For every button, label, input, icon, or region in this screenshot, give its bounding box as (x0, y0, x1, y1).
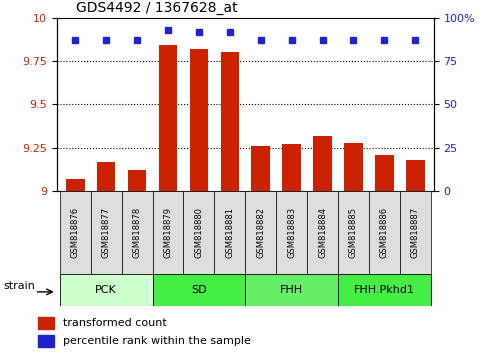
Bar (128, 170, 146, 191)
Bar (251, 146, 270, 191)
Text: GDS4492 / 1367628_at: GDS4492 / 1367628_at (75, 1, 237, 15)
FancyBboxPatch shape (307, 191, 338, 274)
Text: GSM818882: GSM818882 (256, 207, 265, 258)
FancyBboxPatch shape (369, 191, 400, 274)
Text: GSM818883: GSM818883 (287, 207, 296, 258)
FancyBboxPatch shape (400, 191, 431, 274)
Text: FHH: FHH (280, 285, 303, 295)
Bar (159, 45, 177, 191)
Text: GSM818878: GSM818878 (133, 207, 141, 258)
FancyBboxPatch shape (60, 191, 91, 274)
FancyBboxPatch shape (214, 191, 245, 274)
FancyBboxPatch shape (338, 274, 431, 306)
Bar (38, 316, 54, 329)
Text: FHH.Pkhd1: FHH.Pkhd1 (354, 285, 415, 295)
Text: GSM818881: GSM818881 (225, 207, 234, 258)
FancyBboxPatch shape (245, 191, 276, 274)
Text: SD: SD (191, 285, 207, 295)
FancyBboxPatch shape (91, 191, 122, 274)
FancyBboxPatch shape (183, 191, 214, 274)
FancyBboxPatch shape (245, 274, 338, 306)
FancyBboxPatch shape (152, 274, 245, 306)
Text: GSM818879: GSM818879 (164, 207, 173, 258)
FancyBboxPatch shape (152, 191, 183, 274)
Bar (66, 179, 84, 191)
Text: GSM818886: GSM818886 (380, 207, 389, 258)
Text: GSM818884: GSM818884 (318, 207, 327, 258)
Bar (313, 136, 332, 191)
Text: GSM818885: GSM818885 (349, 207, 358, 258)
Text: transformed count: transformed count (63, 318, 167, 328)
Bar (38, 335, 54, 347)
Bar (220, 52, 239, 191)
FancyBboxPatch shape (60, 274, 152, 306)
Text: GSM818876: GSM818876 (70, 207, 80, 258)
Text: GSM818887: GSM818887 (411, 207, 420, 258)
Bar (406, 160, 424, 191)
FancyBboxPatch shape (338, 191, 369, 274)
Text: PCK: PCK (95, 285, 117, 295)
Bar (97, 162, 115, 191)
FancyBboxPatch shape (122, 191, 152, 274)
Bar (282, 144, 301, 191)
Text: strain: strain (3, 280, 35, 291)
Text: GSM818880: GSM818880 (194, 207, 204, 258)
Text: GSM818877: GSM818877 (102, 207, 110, 258)
Text: percentile rank within the sample: percentile rank within the sample (63, 336, 250, 346)
Bar (190, 49, 208, 191)
Bar (344, 143, 363, 191)
FancyBboxPatch shape (276, 191, 307, 274)
Bar (375, 155, 393, 191)
